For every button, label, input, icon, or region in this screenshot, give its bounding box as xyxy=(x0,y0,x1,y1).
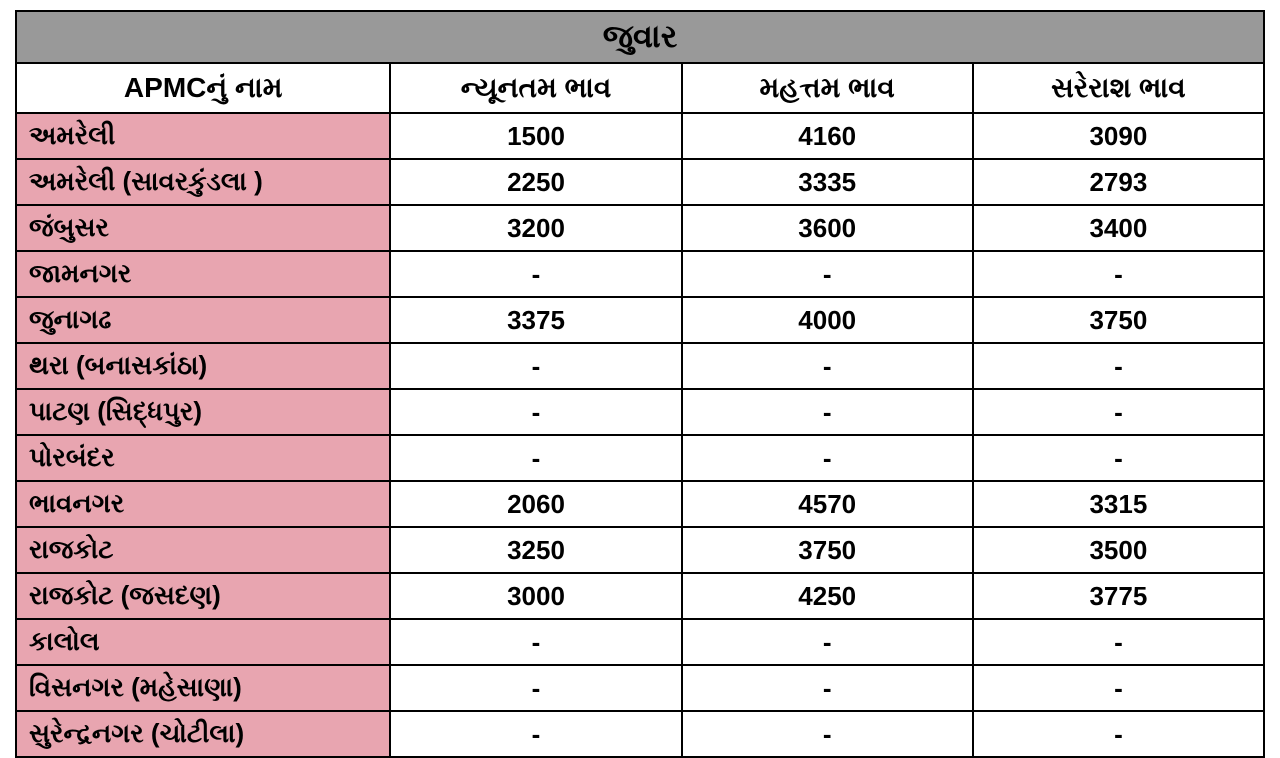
apmc-name-cell: જંબુસર xyxy=(16,205,390,251)
table-row: સુરેન્દ્રનગર (ચોટીલા)--- xyxy=(16,711,1264,757)
table-body: અમરેલી150041603090અમરેલી (સાવરકુંડલા )22… xyxy=(16,113,1264,757)
max-price-cell: 4570 xyxy=(682,481,973,527)
table-row: જંબુસર320036003400 xyxy=(16,205,1264,251)
avg-price-cell: 3750 xyxy=(973,297,1264,343)
apmc-name-cell: વિસનગર (મહેસાણા) xyxy=(16,665,390,711)
avg-price-cell: - xyxy=(973,619,1264,665)
table-row: પોરબંદર--- xyxy=(16,435,1264,481)
table-row: રાજકોટ325037503500 xyxy=(16,527,1264,573)
avg-price-cell: - xyxy=(973,711,1264,757)
apmc-name-cell: અમરેલી (સાવરકુંડલા ) xyxy=(16,159,390,205)
table-row: રાજકોટ (જસદણ)300042503775 xyxy=(16,573,1264,619)
table-row: ભાવનગર206045703315 xyxy=(16,481,1264,527)
price-table: જુવાર APMCનું નામ ન્યૂનતમ ભાવ મહત્તમ ભાવ… xyxy=(15,10,1265,758)
table-row: થરા (બનાસકાંઠા)--- xyxy=(16,343,1264,389)
apmc-name-cell: ભાવનગર xyxy=(16,481,390,527)
max-price-cell: 3750 xyxy=(682,527,973,573)
table-row: વિસનગર (મહેસાણા)--- xyxy=(16,665,1264,711)
col-header-min: ન્યૂનતમ ભાવ xyxy=(390,63,681,113)
max-price-cell: - xyxy=(682,619,973,665)
table-row: અમરેલી (સાવરકુંડલા )225033352793 xyxy=(16,159,1264,205)
table-row: અમરેલી150041603090 xyxy=(16,113,1264,159)
avg-price-cell: - xyxy=(973,343,1264,389)
apmc-name-cell: કાલોલ xyxy=(16,619,390,665)
min-price-cell: - xyxy=(390,619,681,665)
max-price-cell: 4000 xyxy=(682,297,973,343)
max-price-cell: 4160 xyxy=(682,113,973,159)
min-price-cell: 2060 xyxy=(390,481,681,527)
avg-price-cell: 3315 xyxy=(973,481,1264,527)
apmc-name-cell: પાટણ (સિદ્ધપુર) xyxy=(16,389,390,435)
avg-price-cell: 3500 xyxy=(973,527,1264,573)
min-price-cell: 1500 xyxy=(390,113,681,159)
table-row: કાલોલ--- xyxy=(16,619,1264,665)
min-price-cell: - xyxy=(390,435,681,481)
min-price-cell: 3000 xyxy=(390,573,681,619)
max-price-cell: 3600 xyxy=(682,205,973,251)
avg-price-cell: - xyxy=(973,389,1264,435)
apmc-name-cell: રાજકોટ xyxy=(16,527,390,573)
min-price-cell: 3250 xyxy=(390,527,681,573)
table-row: જુનાગઢ337540003750 xyxy=(16,297,1264,343)
apmc-name-cell: જામનગર xyxy=(16,251,390,297)
max-price-cell: - xyxy=(682,435,973,481)
min-price-cell: - xyxy=(390,389,681,435)
min-price-cell: - xyxy=(390,711,681,757)
max-price-cell: 4250 xyxy=(682,573,973,619)
table-row: પાટણ (સિદ્ધપુર)--- xyxy=(16,389,1264,435)
avg-price-cell: - xyxy=(973,665,1264,711)
apmc-name-cell: અમરેલી xyxy=(16,113,390,159)
max-price-cell: - xyxy=(682,665,973,711)
apmc-name-cell: સુરેન્દ્રનગર (ચોટીલા) xyxy=(16,711,390,757)
col-header-avg: સરેરાશ ભાવ xyxy=(973,63,1264,113)
avg-price-cell: 3400 xyxy=(973,205,1264,251)
apmc-name-cell: પોરબંદર xyxy=(16,435,390,481)
min-price-cell: - xyxy=(390,343,681,389)
apmc-name-cell: થરા (બનાસકાંઠા) xyxy=(16,343,390,389)
min-price-cell: 3375 xyxy=(390,297,681,343)
min-price-cell: 3200 xyxy=(390,205,681,251)
min-price-cell: 2250 xyxy=(390,159,681,205)
avg-price-cell: 3775 xyxy=(973,573,1264,619)
apmc-name-cell: રાજકોટ (જસદણ) xyxy=(16,573,390,619)
max-price-cell: - xyxy=(682,251,973,297)
min-price-cell: - xyxy=(390,665,681,711)
table-title: જુવાર xyxy=(16,11,1264,63)
avg-price-cell: - xyxy=(973,251,1264,297)
max-price-cell: - xyxy=(682,711,973,757)
max-price-cell: - xyxy=(682,389,973,435)
avg-price-cell: 2793 xyxy=(973,159,1264,205)
avg-price-cell: - xyxy=(973,435,1264,481)
table-title-row: જુવાર xyxy=(16,11,1264,63)
col-header-max: મહત્તમ ભાવ xyxy=(682,63,973,113)
table-row: જામનગર--- xyxy=(16,251,1264,297)
max-price-cell: - xyxy=(682,343,973,389)
table-header-row: APMCનું નામ ન્યૂનતમ ભાવ મહત્તમ ભાવ સરેરા… xyxy=(16,63,1264,113)
avg-price-cell: 3090 xyxy=(973,113,1264,159)
col-header-name: APMCનું નામ xyxy=(16,63,390,113)
min-price-cell: - xyxy=(390,251,681,297)
apmc-name-cell: જુનાગઢ xyxy=(16,297,390,343)
max-price-cell: 3335 xyxy=(682,159,973,205)
